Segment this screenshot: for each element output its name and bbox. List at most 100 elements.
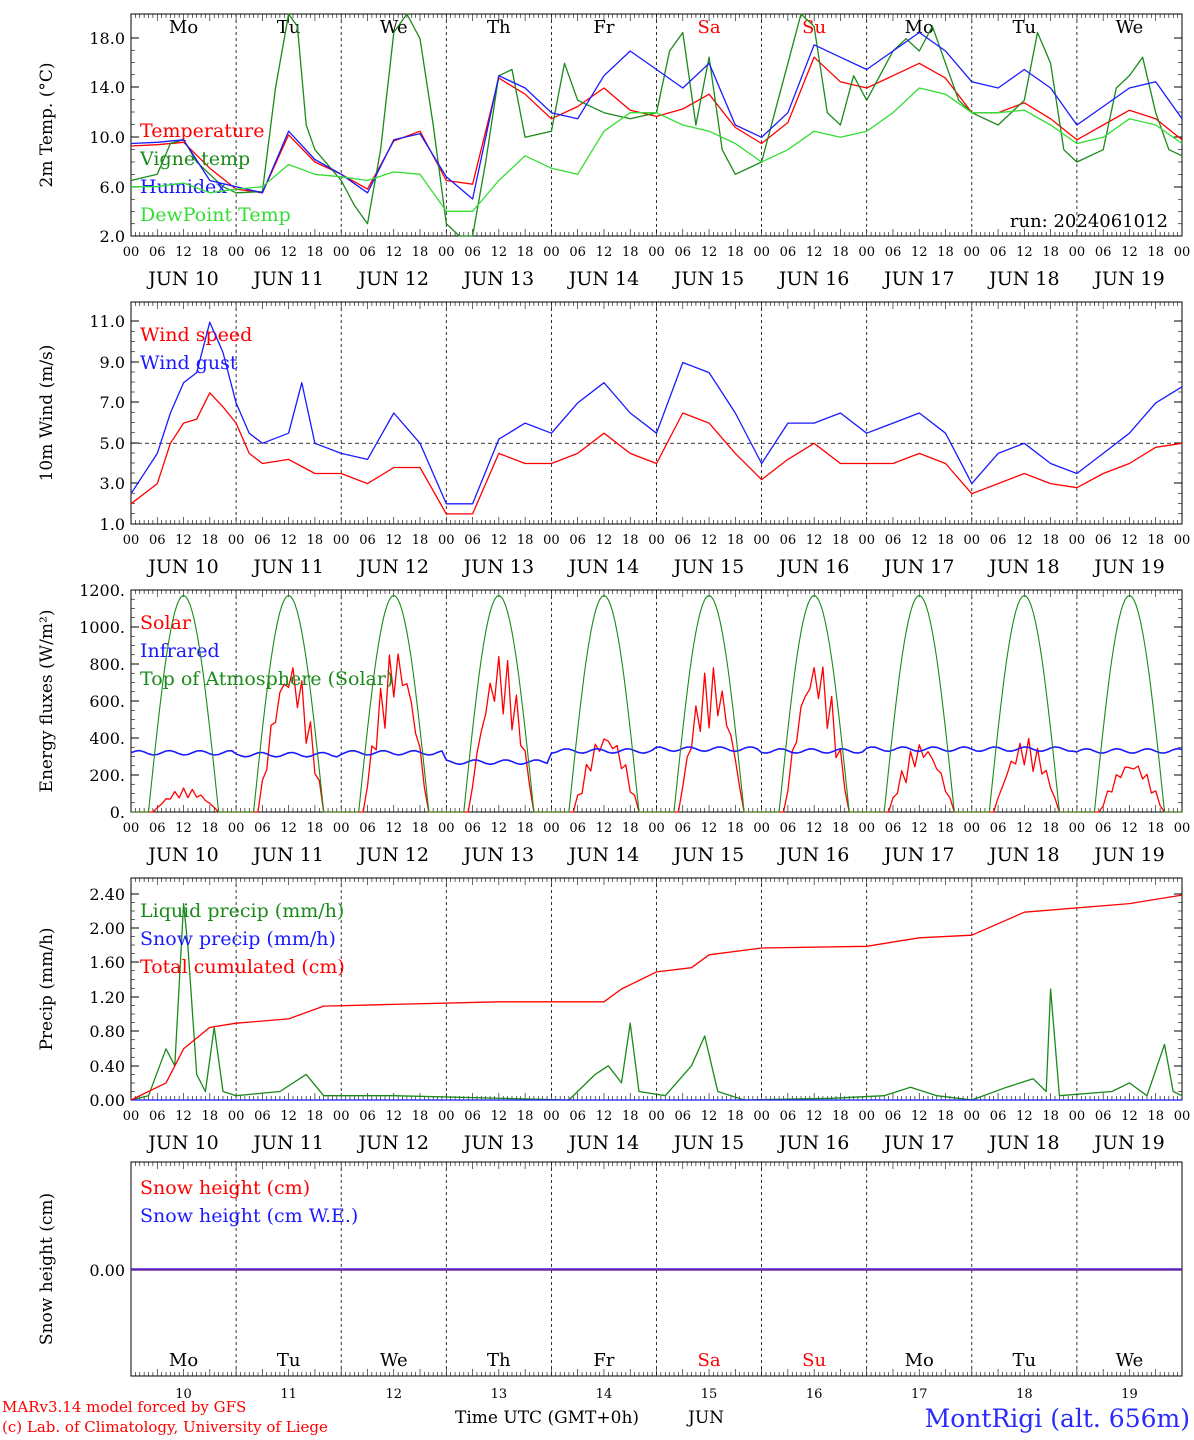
hour-tick-label: 18 [1147, 821, 1164, 836]
hour-tick-label: 18 [202, 245, 219, 260]
hour-tick-label: 00 [858, 245, 875, 260]
hour-tick-label: 18 [517, 245, 534, 260]
hour-tick-label: 06 [990, 245, 1007, 260]
hour-tick-label: 00 [543, 245, 560, 260]
hour-tick-label: 18 [937, 533, 954, 548]
hour-tick-label: 12 [596, 245, 613, 260]
footer-month-label: JUN [686, 1408, 724, 1428]
hour-tick-label: 18 [202, 1109, 219, 1124]
hour-tick-label: 12 [280, 1109, 297, 1124]
footer-model-credit: MARv3.14 model forced by GFS [2, 1398, 246, 1416]
hour-tick-label: 18 [202, 821, 219, 836]
hour-tick-label: 00 [438, 1109, 455, 1124]
weekday-label: Mo [905, 17, 934, 38]
hour-tick-label: 18 [1147, 1109, 1164, 1124]
hour-tick-label: 12 [385, 533, 402, 548]
hour-tick-label: 18 [937, 245, 954, 260]
y-tick-label: 600. [89, 692, 125, 711]
panel-4: 0.00 0.40 0.80 1.20 1.60 2.00 2.40 Precip (mm/h… [37, 877, 1190, 1154]
hour-tick-label: 06 [359, 1109, 376, 1124]
hour-tick-label: 06 [149, 245, 166, 260]
hour-tick-label: 06 [359, 245, 376, 260]
hour-tick-label: 12 [280, 821, 297, 836]
day-label: JUN 13 [462, 268, 534, 290]
y-tick-label: 200. [89, 766, 125, 785]
hour-tick-label: 00 [228, 533, 245, 548]
weekday-label: Su [802, 1350, 826, 1371]
footer-time-axis-label: Time UTC (GMT+0h) [455, 1408, 639, 1428]
hour-tick-label: 06 [359, 533, 376, 548]
hour-tick-label: 12 [701, 245, 718, 260]
y-tick-label: 2.00 [89, 919, 125, 938]
hour-tick-label: 00 [858, 821, 875, 836]
hour-tick-label: 06 [149, 533, 166, 548]
hour-tick-label: 00 [543, 1109, 560, 1124]
hour-tick-label: 06 [464, 821, 481, 836]
station-name: MontRigi (alt. 656m) [925, 1404, 1190, 1433]
y-tick-label: 1000. [79, 618, 125, 637]
hour-tick-label: 18 [1042, 821, 1059, 836]
hour-tick-label: 06 [254, 821, 271, 836]
series-line [130, 56, 1183, 194]
day-label: JUN 15 [672, 1132, 744, 1154]
hour-tick-label: 12 [806, 533, 823, 548]
hour-tick-label: 00 [228, 821, 245, 836]
hour-tick-label: 18 [307, 821, 324, 836]
y-tick-label: 3.0 [100, 474, 125, 493]
y-tick-label: 400. [89, 729, 125, 748]
legend-entry: Humidex [140, 176, 227, 198]
hour-tick-label: 06 [675, 245, 692, 260]
hour-tick-label: 00 [753, 245, 770, 260]
hour-tick-label: 18 [622, 1109, 639, 1124]
day-number-label: 16 [806, 1387, 823, 1402]
hour-tick-label: 18 [307, 1109, 324, 1124]
y-axis-label: Snow height (cm) [37, 1193, 57, 1345]
hour-tick-label: 06 [780, 821, 797, 836]
weekday-label: Mo [169, 1350, 198, 1371]
hour-tick-label: 00 [333, 245, 350, 260]
day-label: JUN 18 [987, 1132, 1059, 1154]
day-label: JUN 19 [1092, 556, 1164, 578]
hour-tick-label: 06 [569, 245, 586, 260]
hour-tick-label: 12 [175, 245, 192, 260]
hour-tick-label: 00 [753, 533, 770, 548]
y-axis-label: 2m Temp. (°C) [37, 62, 57, 187]
hour-tick-label: 00 [333, 1109, 350, 1124]
y-tick-label: 0.80 [89, 1022, 125, 1041]
series-line [130, 13, 1183, 237]
y-tick-label: 0.00 [89, 1091, 125, 1110]
legend-entry: Snow height (cm W.E.) [140, 1205, 358, 1227]
hour-tick-label: 00 [228, 245, 245, 260]
y-axis-label: Energy fluxes (W/m²) [37, 610, 57, 793]
hour-tick-label: 00 [333, 533, 350, 548]
hour-tick-label: 06 [885, 821, 902, 836]
hour-tick-label: 00 [753, 1109, 770, 1124]
hour-tick-label: 12 [491, 1109, 508, 1124]
hour-tick-label: 12 [1121, 533, 1138, 548]
hour-tick-label: 00 [438, 533, 455, 548]
hour-tick-label: 18 [307, 245, 324, 260]
hour-tick-label: 18 [1042, 533, 1059, 548]
hour-tick-label: 00 [1069, 245, 1086, 260]
hour-tick-label: 06 [885, 1109, 902, 1124]
day-label: JUN 12 [357, 556, 429, 578]
hour-tick-label: 18 [412, 533, 429, 548]
hour-tick-label: 18 [832, 1109, 849, 1124]
hour-tick-label: 00 [1174, 533, 1191, 548]
hour-tick-label: 12 [385, 821, 402, 836]
day-label: JUN 10 [146, 844, 218, 866]
day-label: JUN 10 [146, 1132, 218, 1154]
hour-tick-label: 06 [359, 821, 376, 836]
hour-tick-label: 12 [1121, 245, 1138, 260]
panel-3: 0. 200. 400. 600. 800. 1000. 1200. Energy fluxe… [37, 581, 1190, 866]
legend-entry: Top of Atmosphere (Solar) [140, 668, 393, 690]
hour-tick-label: 06 [254, 1109, 271, 1124]
legend-entry: Wind speed [140, 324, 252, 346]
weekday-label: Sa [698, 1350, 721, 1371]
day-label: JUN 18 [987, 844, 1059, 866]
day-label: JUN 14 [567, 1132, 639, 1154]
hour-tick-label: 12 [911, 821, 928, 836]
weekday-label: Mo [169, 17, 198, 38]
series-line [130, 392, 1183, 515]
hour-tick-label: 00 [964, 533, 981, 548]
